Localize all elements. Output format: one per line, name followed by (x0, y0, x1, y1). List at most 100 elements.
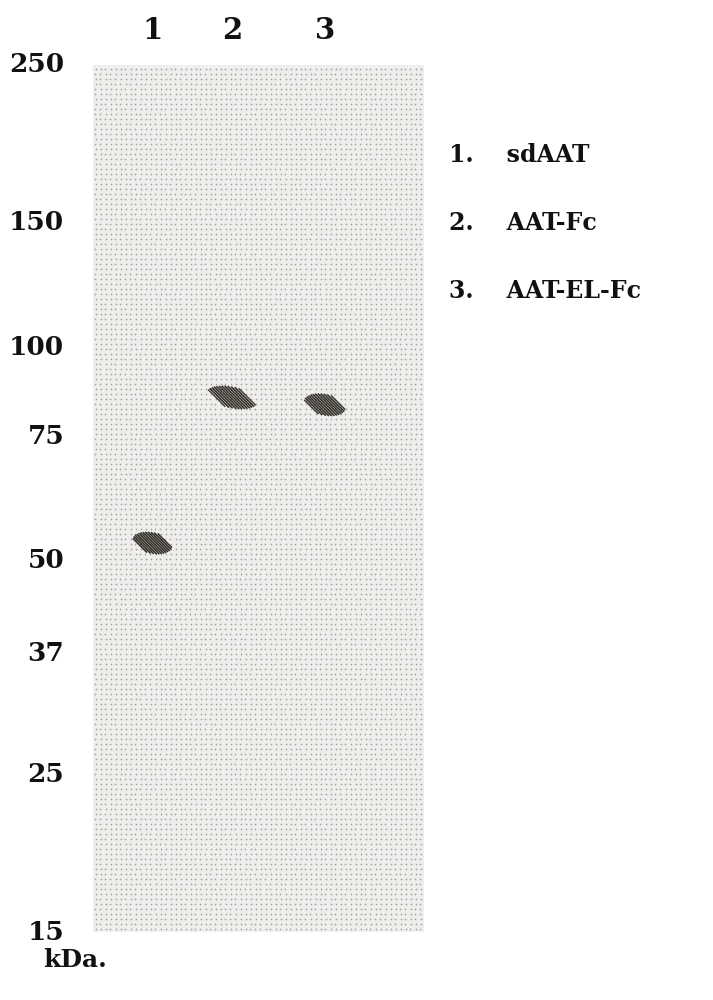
Point (344, 566, 356, 582)
Point (200, 161, 212, 177)
Point (95, 496, 106, 512)
Point (310, 781, 322, 797)
Point (260, 406, 271, 422)
Point (195, 431, 206, 447)
Point (265, 921, 276, 937)
Point (370, 756, 381, 772)
Point (300, 136, 312, 152)
Point (345, 111, 356, 127)
Point (115, 146, 126, 162)
Point (255, 256, 266, 272)
Point (364, 86, 376, 102)
Point (390, 286, 401, 302)
Point (145, 81, 157, 97)
Point (96, 686, 107, 702)
Point (115, 711, 126, 727)
Point (250, 851, 262, 867)
Point (375, 511, 386, 527)
Point (110, 681, 121, 697)
Point (345, 166, 356, 182)
Point (250, 571, 261, 587)
Point (111, 166, 122, 182)
Point (380, 421, 391, 437)
Point (325, 461, 337, 477)
Point (180, 921, 192, 937)
Point (175, 161, 187, 177)
Point (335, 791, 347, 807)
Point (305, 541, 317, 557)
Point (230, 351, 242, 367)
Point (175, 451, 187, 467)
Point (405, 96, 416, 112)
Point (160, 111, 171, 127)
Point (130, 191, 141, 207)
Point (300, 66, 312, 82)
Point (295, 416, 307, 432)
Point (330, 111, 342, 127)
Point (411, 881, 422, 897)
Point (175, 291, 186, 307)
Point (185, 681, 197, 697)
Point (335, 306, 347, 322)
Point (260, 656, 272, 672)
Point (304, 771, 316, 787)
Point (410, 681, 421, 697)
Point (374, 431, 386, 447)
Point (265, 371, 276, 387)
Point (225, 436, 236, 452)
Point (200, 221, 212, 237)
Point (100, 606, 111, 622)
Point (350, 351, 361, 367)
Point (415, 226, 426, 242)
Point (335, 441, 347, 457)
Point (360, 626, 371, 642)
Point (405, 301, 416, 317)
Point (185, 851, 197, 867)
Point (385, 706, 396, 722)
Point (345, 796, 356, 812)
Point (360, 746, 371, 762)
Point (325, 351, 337, 367)
Point (225, 391, 237, 407)
Point (295, 386, 307, 402)
Point (315, 771, 327, 787)
Point (275, 591, 286, 607)
Point (135, 176, 146, 192)
Point (270, 626, 281, 642)
Point (105, 216, 116, 232)
Point (145, 386, 157, 402)
Point (220, 216, 231, 232)
Point (205, 391, 216, 407)
Point (200, 181, 212, 197)
Point (335, 101, 347, 117)
Point (370, 91, 381, 107)
Point (250, 691, 262, 707)
Point (385, 551, 396, 567)
Point (374, 341, 386, 357)
Point (265, 61, 277, 77)
Point (150, 591, 162, 607)
Point (345, 206, 356, 222)
Point (175, 641, 187, 657)
Point (265, 106, 277, 122)
Point (230, 371, 242, 387)
Point (125, 816, 136, 832)
Point (91, 556, 102, 572)
Point (205, 741, 217, 757)
Point (225, 181, 237, 197)
Point (385, 426, 396, 442)
Point (275, 536, 286, 552)
Point (135, 756, 147, 772)
Point (220, 196, 232, 212)
Point (170, 186, 181, 202)
Point (350, 61, 361, 77)
Point (105, 676, 116, 692)
Point (305, 686, 317, 702)
Point (235, 876, 246, 892)
Point (140, 326, 152, 342)
Point (314, 716, 326, 732)
Point (380, 266, 391, 282)
Point (325, 66, 337, 82)
Point (410, 326, 421, 342)
Point (370, 566, 381, 582)
